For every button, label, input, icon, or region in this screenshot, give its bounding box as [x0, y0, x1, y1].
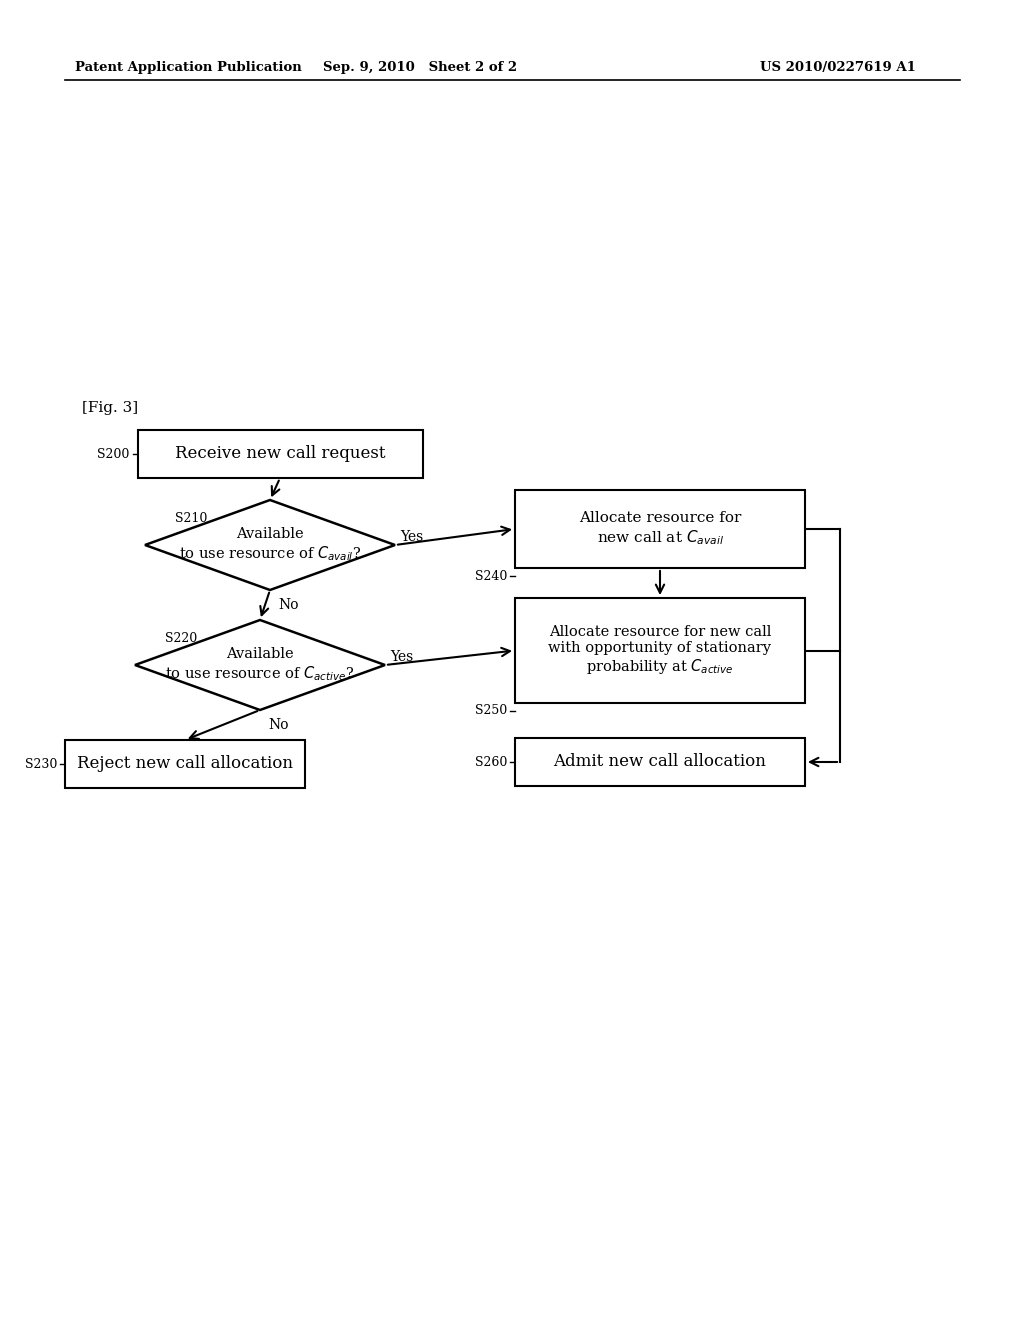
FancyBboxPatch shape — [137, 430, 423, 478]
Polygon shape — [135, 620, 385, 710]
Text: Receive new call request: Receive new call request — [175, 446, 385, 462]
Polygon shape — [145, 500, 395, 590]
Text: Sep. 9, 2010   Sheet 2 of 2: Sep. 9, 2010 Sheet 2 of 2 — [323, 62, 517, 74]
FancyBboxPatch shape — [515, 598, 805, 704]
Text: S240: S240 — [475, 569, 507, 582]
Text: Allocate resource for new call
with opportunity of stationary
probability at $C_: Allocate resource for new call with oppo… — [549, 624, 771, 676]
Text: Reject new call allocation: Reject new call allocation — [77, 755, 293, 772]
Text: No: No — [268, 718, 289, 733]
Text: S260: S260 — [475, 755, 507, 768]
Text: No: No — [278, 598, 299, 612]
Text: S210: S210 — [175, 511, 208, 524]
Text: Patent Application Publication: Patent Application Publication — [75, 62, 302, 74]
Text: US 2010/0227619 A1: US 2010/0227619 A1 — [760, 62, 915, 74]
Text: S250: S250 — [475, 705, 507, 718]
Text: Admit new call allocation: Admit new call allocation — [554, 754, 766, 771]
Text: S230: S230 — [25, 758, 57, 771]
FancyBboxPatch shape — [515, 490, 805, 568]
Text: Allocate resource for
new call at $C_{avail}$: Allocate resource for new call at $C_{av… — [579, 511, 741, 546]
Text: Available
to use resource of $C_{avail}$?: Available to use resource of $C_{avail}$… — [179, 527, 361, 562]
FancyBboxPatch shape — [515, 738, 805, 785]
Text: Yes: Yes — [390, 649, 414, 664]
FancyBboxPatch shape — [65, 741, 305, 788]
Text: S200: S200 — [97, 447, 129, 461]
Text: S220: S220 — [165, 631, 198, 644]
Text: Available
to use resource of $C_{active}$?: Available to use resource of $C_{active}… — [166, 647, 354, 682]
Text: [Fig. 3]: [Fig. 3] — [82, 401, 138, 414]
Text: Yes: Yes — [400, 531, 423, 544]
